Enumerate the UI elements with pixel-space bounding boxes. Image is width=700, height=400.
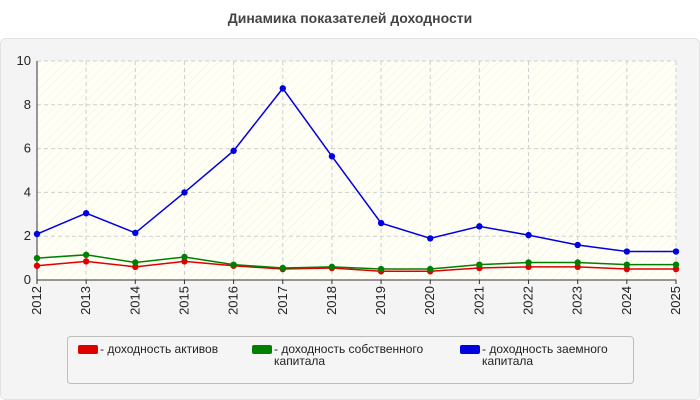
x-tick-label: 2018	[324, 286, 339, 315]
series-point-1	[82, 251, 90, 259]
x-tick-label: 2021	[471, 286, 486, 315]
series-point-0	[623, 265, 631, 273]
series-point-2	[623, 248, 631, 255]
plot-area	[37, 61, 676, 280]
series-point-2	[230, 147, 237, 154]
series-point-2	[82, 210, 90, 217]
series-point-1	[181, 253, 188, 261]
series-point-0	[672, 265, 680, 273]
series-point-1	[132, 259, 139, 266]
series-point-1	[230, 261, 237, 268]
x-tick-label: 2014	[127, 286, 142, 315]
x-tick-label: 2024	[619, 286, 634, 315]
legend-swatch-equity	[252, 345, 272, 354]
series-point-2	[279, 85, 286, 92]
series-point-2	[574, 241, 581, 249]
series-point-1	[476, 261, 483, 268]
y-tick-label: 0	[24, 272, 31, 287]
series-point-0	[82, 258, 90, 265]
series-point-1	[623, 261, 631, 268]
x-tick-label: 2023	[570, 286, 585, 315]
legend-swatch-assets	[78, 345, 98, 354]
series-point-0	[33, 262, 41, 269]
series-point-2	[181, 189, 188, 196]
y-tick-label: 4	[24, 184, 31, 199]
legend-label-equity: - доходность собственного капитала	[274, 342, 424, 368]
x-tick-label: 2015	[176, 286, 191, 315]
y-tick-label: 8	[24, 97, 31, 112]
series-point-1	[279, 264, 286, 272]
series-point-0	[525, 263, 532, 271]
series-point-2	[672, 248, 680, 255]
chart-title: Динамика показателей доходности	[227, 10, 473, 26]
x-tick-label: 2022	[521, 286, 536, 315]
series-point-0	[132, 263, 139, 271]
legend-item-assets: - доходность активов	[78, 343, 248, 355]
x-tick-label: 2017	[275, 286, 290, 315]
series-point-1	[525, 259, 532, 266]
series-point-2	[377, 219, 385, 227]
x-tick-label: 2020	[422, 286, 437, 315]
series-point-2	[427, 235, 434, 242]
series-line-0	[36, 260, 676, 272]
y-tick-label: 10	[17, 53, 31, 68]
series-point-1	[574, 259, 581, 266]
y-tick-label: 2	[24, 228, 31, 243]
series-point-0	[181, 258, 188, 265]
x-tick-label: 2012	[29, 286, 44, 315]
x-tick-label: 2013	[78, 286, 93, 315]
x-tick-label: 2019	[373, 286, 388, 315]
series-point-1	[33, 254, 41, 262]
series-point-2	[33, 230, 41, 238]
legend-item-equity: - доходность собственного капитала	[252, 343, 442, 367]
series-line-2	[36, 87, 676, 253]
series-point-2	[132, 229, 139, 237]
x-tick-label: 2025	[668, 286, 683, 315]
series-point-1	[377, 265, 385, 273]
series-point-2	[476, 223, 483, 230]
series-point-1	[672, 261, 680, 268]
y-tick-label: 6	[24, 141, 31, 156]
series-point-0	[574, 263, 581, 271]
x-tick-label: 2016	[226, 286, 241, 315]
legend-swatch-debt	[460, 345, 480, 354]
series-point-2	[328, 153, 336, 160]
series-point-2	[525, 231, 532, 239]
chart-legend: - доходность активов - доходность собств…	[67, 336, 634, 384]
legend-item-debt: - доходность заемного капитала	[460, 343, 625, 367]
legend-label-assets: - доходность активов	[100, 342, 219, 356]
series-point-1	[427, 265, 434, 273]
series-point-1	[328, 263, 336, 271]
legend-label-debt: - доходность заемного капитала	[482, 342, 608, 368]
series-line-1	[36, 254, 676, 270]
